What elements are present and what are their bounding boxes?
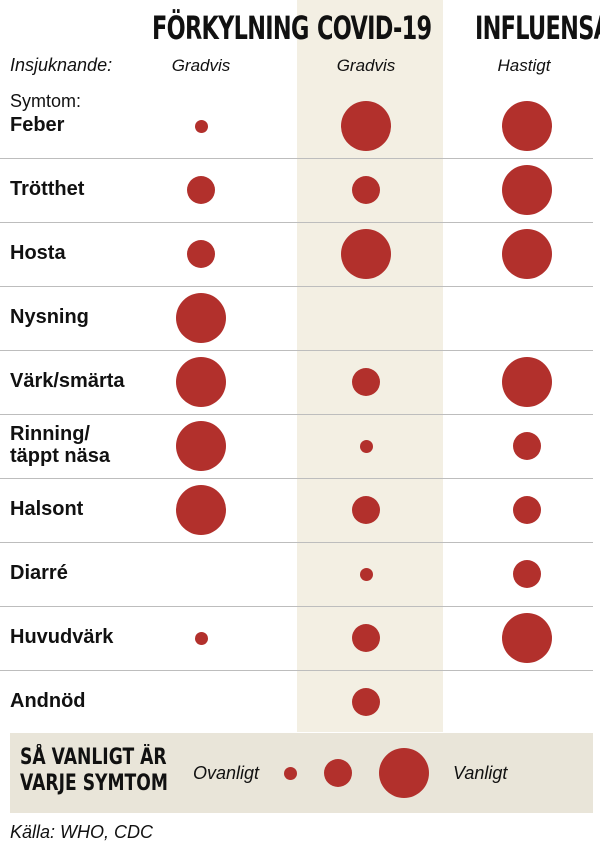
symptom-label-diarre: Diarré [10, 562, 68, 584]
dot-rinning-tappt-nasa-forkylning [176, 421, 226, 471]
symptom-heading: Symtom: [10, 91, 82, 111]
row-divider [0, 350, 593, 351]
row-divider [0, 414, 593, 415]
row-divider [0, 158, 593, 159]
symptom-label-halsont: Halsont [10, 498, 84, 520]
dot-feber-covid-19 [341, 101, 391, 151]
row-divider [0, 286, 593, 287]
dot-trotthet-influensa [502, 165, 552, 215]
dot-diarre-covid-19 [359, 567, 373, 581]
dot-nysning-forkylning [176, 293, 226, 343]
dot-trotthet-forkylning [187, 176, 215, 204]
onset-influensa: Hastigt [497, 56, 551, 75]
dot-halsont-covid-19 [352, 496, 380, 524]
dot-feber-influensa [502, 101, 552, 151]
row-divider [0, 670, 593, 671]
dot-vark-smarta-influensa [502, 357, 552, 407]
dot-vark-smarta-forkylning [176, 357, 226, 407]
symptom-label-trotthet: Trötthet [10, 178, 85, 200]
symptom-label-andnod: Andnöd [10, 690, 86, 712]
legend-title-line1: SÅ VANLIGT ÄR [20, 745, 167, 770]
row-divider [0, 542, 593, 543]
source-note: Källa: WHO, CDC [10, 822, 154, 842]
legend-dot-medium [324, 759, 352, 787]
legend-title-line2: VARJE SYMTOM [20, 771, 168, 796]
symptom-label-vark-smarta: Värk/smärta [10, 370, 125, 392]
dot-huvudvark-covid-19 [352, 624, 380, 652]
dot-hosta-influensa [502, 229, 552, 279]
dot-hosta-covid-19 [341, 229, 391, 279]
onset-forkylning: Gradvis [171, 56, 231, 75]
onset-covid-19: Gradvis [336, 56, 396, 75]
dot-huvudvark-influensa [502, 613, 552, 663]
column-header-influensa: INFLUENSA [475, 9, 600, 47]
symptom-label-hosta: Hosta [10, 242, 66, 264]
legend-dot-small [283, 766, 297, 780]
legend-title: SÅ VANLIGT ÄR VARJE SYMTOM [20, 745, 168, 797]
dot-andnod-covid-19 [352, 688, 380, 716]
dot-halsont-influensa [513, 496, 541, 524]
dot-rinning-tappt-nasa-influensa [513, 432, 541, 460]
row-divider [0, 606, 593, 607]
onset-label: Insjuknande: [10, 55, 113, 75]
legend-dot-large [379, 748, 429, 798]
dot-halsont-forkylning [176, 485, 226, 535]
symptom-label-feber: Feber [10, 114, 65, 136]
symptom-label-rinning-tappt-nasa: Rinning/ täppt näsa [10, 423, 111, 467]
row-divider [0, 222, 593, 223]
symptom-label-nysning: Nysning [10, 306, 89, 328]
dot-hosta-forkylning [187, 240, 215, 268]
symptom-label-huvudvark: Huvudvärk [10, 626, 114, 648]
column-header-covid-19: COVID-19 [317, 9, 432, 47]
column-header-forkylning: FÖRKYLNING [152, 9, 309, 47]
dot-feber-forkylning [194, 119, 208, 133]
dot-huvudvark-forkylning [194, 631, 208, 645]
legend-low-label: Ovanligt [193, 763, 260, 783]
dot-diarre-influensa [513, 560, 541, 588]
row-divider [0, 478, 593, 479]
dot-vark-smarta-covid-19 [352, 368, 380, 396]
dot-trotthet-covid-19 [352, 176, 380, 204]
legend-high-label: Vanligt [453, 763, 508, 783]
dot-rinning-tappt-nasa-covid-19 [359, 439, 373, 453]
legend: SÅ VANLIGT ÄR VARJE SYMTOM Ovanligt Vanl… [10, 733, 593, 813]
